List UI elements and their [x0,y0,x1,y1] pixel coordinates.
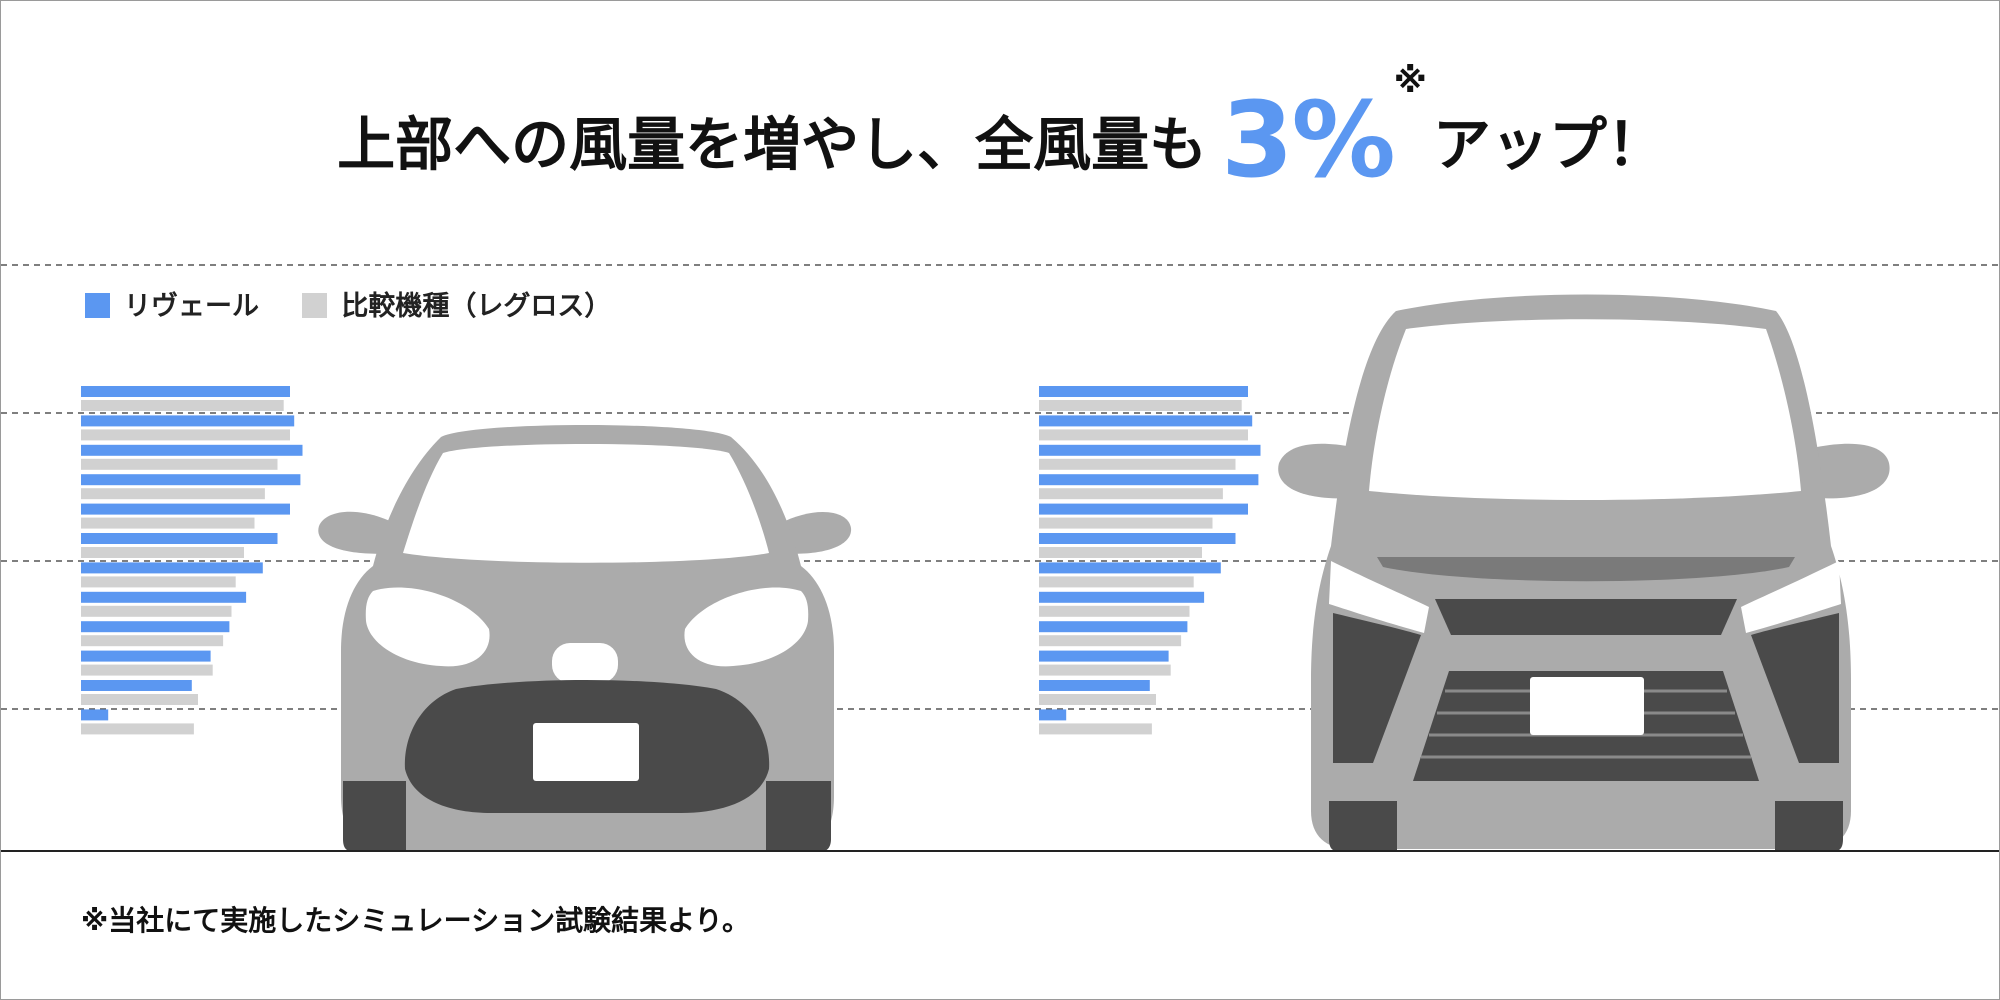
bar-series-a [81,709,109,721]
wagon-right-tire [1775,801,1843,851]
bar-series-b [81,458,278,470]
bar-series-b [81,517,255,529]
bar-series-a [81,503,290,515]
bar-series-b [81,576,236,588]
bar-series-a [1039,415,1253,427]
bar-series-b [1039,488,1223,500]
compact-car-right-mirror [776,512,852,554]
compact-car-right-headlight [684,587,809,667]
bar-series-b [81,547,244,558]
legend-item-series-a: リヴェール [85,284,259,323]
bar-series-b [1039,694,1156,705]
headline: 上部への風量を増やし、全風量も 3%※アップ！ [1,61,1999,201]
bar-series-a [81,444,303,456]
bar-series-b [1039,723,1152,735]
bar-series-b [1039,635,1182,647]
compact-car-right-tire [766,781,831,851]
bar-series-b [1039,400,1242,411]
bar-series-a [1039,503,1248,515]
bar-series-b [81,400,284,411]
wagon-right-mirror [1817,443,1890,499]
bar-series-a [81,415,295,427]
bar-series-a [81,650,211,662]
wagon-left-corner-panel [1333,613,1421,763]
bar-series-b [1039,458,1236,470]
bar-series-a [1039,621,1188,633]
bar-series-a [1039,709,1067,721]
bar-series-b [81,723,194,735]
bar-series-a [1039,444,1261,456]
bar-series-a [81,591,247,603]
tall-wagon-illustration [1278,294,1890,851]
legend-label: 比較機種（レグロス） [341,291,612,322]
legend-label: リヴェール [124,291,259,322]
bar-series-b [81,429,290,441]
compact-car-front-sensor [552,643,618,683]
bar-series-b [1039,429,1248,441]
bar-series-a [1039,650,1169,662]
bar-series-a [81,474,301,486]
compact-car-left-headlight [365,587,490,667]
bar-series-a [1039,474,1259,486]
legend-item-series-b: 比較機種（レグロス） [302,284,611,323]
wagon-windshield [1369,319,1801,500]
compact-car-license-plate [533,723,639,781]
bar-series-a [81,386,290,397]
headline-note-mark: ※ [1393,61,1427,101]
footnote: ※当社にて実施したシミュレーション試験結果より。 [81,904,750,937]
headline-text: 上部への風量を増やし、全風量も [337,110,1208,179]
headline-suffix: アップ！ [1432,110,1665,179]
bar-series-a [1039,386,1248,397]
bar-series-a [81,562,263,574]
compact-car-illustration [318,425,852,851]
chart-legend: リヴェール 比較機種（レグロス） [85,284,645,323]
wagon-right-headlight [1741,561,1841,633]
bar-series-a [81,533,278,544]
bar-series-b [1039,576,1194,588]
bar-series-a [1039,591,1205,603]
wagon-left-mirror [1278,443,1353,499]
bar-series-a [1039,562,1221,574]
compact-car-windshield [403,444,769,563]
wagon-left-headlight [1329,561,1429,633]
bar-series-b [1039,605,1190,617]
bar-series-a [1039,680,1150,691]
bar-series-b [81,635,224,647]
compact-car-left-mirror [318,511,399,554]
wagon-license-plate [1530,677,1644,735]
bar-series-b [1039,517,1213,529]
bar-series-b [81,664,213,676]
bar-series-b [1039,664,1171,676]
bar-series-b [81,488,265,500]
bar-series-a [1039,533,1236,544]
wagon-upper-grille [1435,599,1737,635]
headline-percent: 3% [1221,78,1396,201]
bar-series-b [81,605,232,617]
wagon-left-tire [1329,801,1397,851]
bar-chart-right [1039,386,1261,735]
bar-series-a [81,621,230,633]
bar-chart-left [81,386,303,735]
legend-swatch-gray [302,293,328,318]
bar-series-b [1039,547,1202,558]
legend-swatch-blue [85,293,110,318]
wagon-right-corner-panel [1751,613,1839,763]
bar-series-b [81,694,198,705]
compact-car-left-tire [343,781,406,851]
wagon-hood-strip [1377,557,1795,582]
bar-series-a [81,680,192,691]
